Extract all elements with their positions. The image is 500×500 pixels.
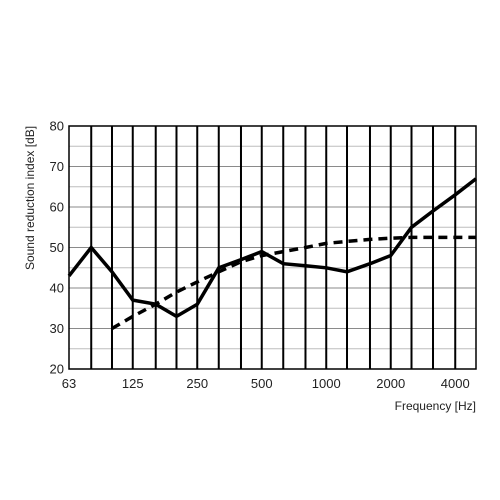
- y-tick-label: 30: [50, 321, 64, 336]
- x-tick-label: 2000: [376, 376, 405, 391]
- x-axis-label: Frequency [Hz]: [395, 399, 476, 413]
- y-tick-label: 40: [50, 281, 64, 296]
- x-tick-label: 4000: [441, 376, 470, 391]
- x-tick-label: 125: [122, 376, 144, 391]
- y-axis-label: Sound reduction index [dB]: [23, 126, 37, 270]
- x-tick-label: 1000: [312, 376, 341, 391]
- y-tick-label: 80: [50, 119, 64, 134]
- x-tick-label: 250: [186, 376, 208, 391]
- y-tick-label: 20: [50, 362, 64, 377]
- y-tick-label: 70: [50, 159, 64, 174]
- y-tick-label: 60: [50, 200, 64, 215]
- plot-frame: [68, 125, 477, 370]
- grid: [69, 126, 476, 369]
- data-series: [67, 177, 478, 331]
- series-line-1: [67, 177, 478, 319]
- tick-labels: 63 125 250 500 1000 2000 4000 20 30 40 50 60 70 80: [50, 119, 470, 392]
- series-line-2: [111, 235, 476, 331]
- x-tick-label: 500: [251, 376, 273, 391]
- x-tick-label: 63: [62, 376, 76, 391]
- y-tick-label: 50: [50, 240, 64, 255]
